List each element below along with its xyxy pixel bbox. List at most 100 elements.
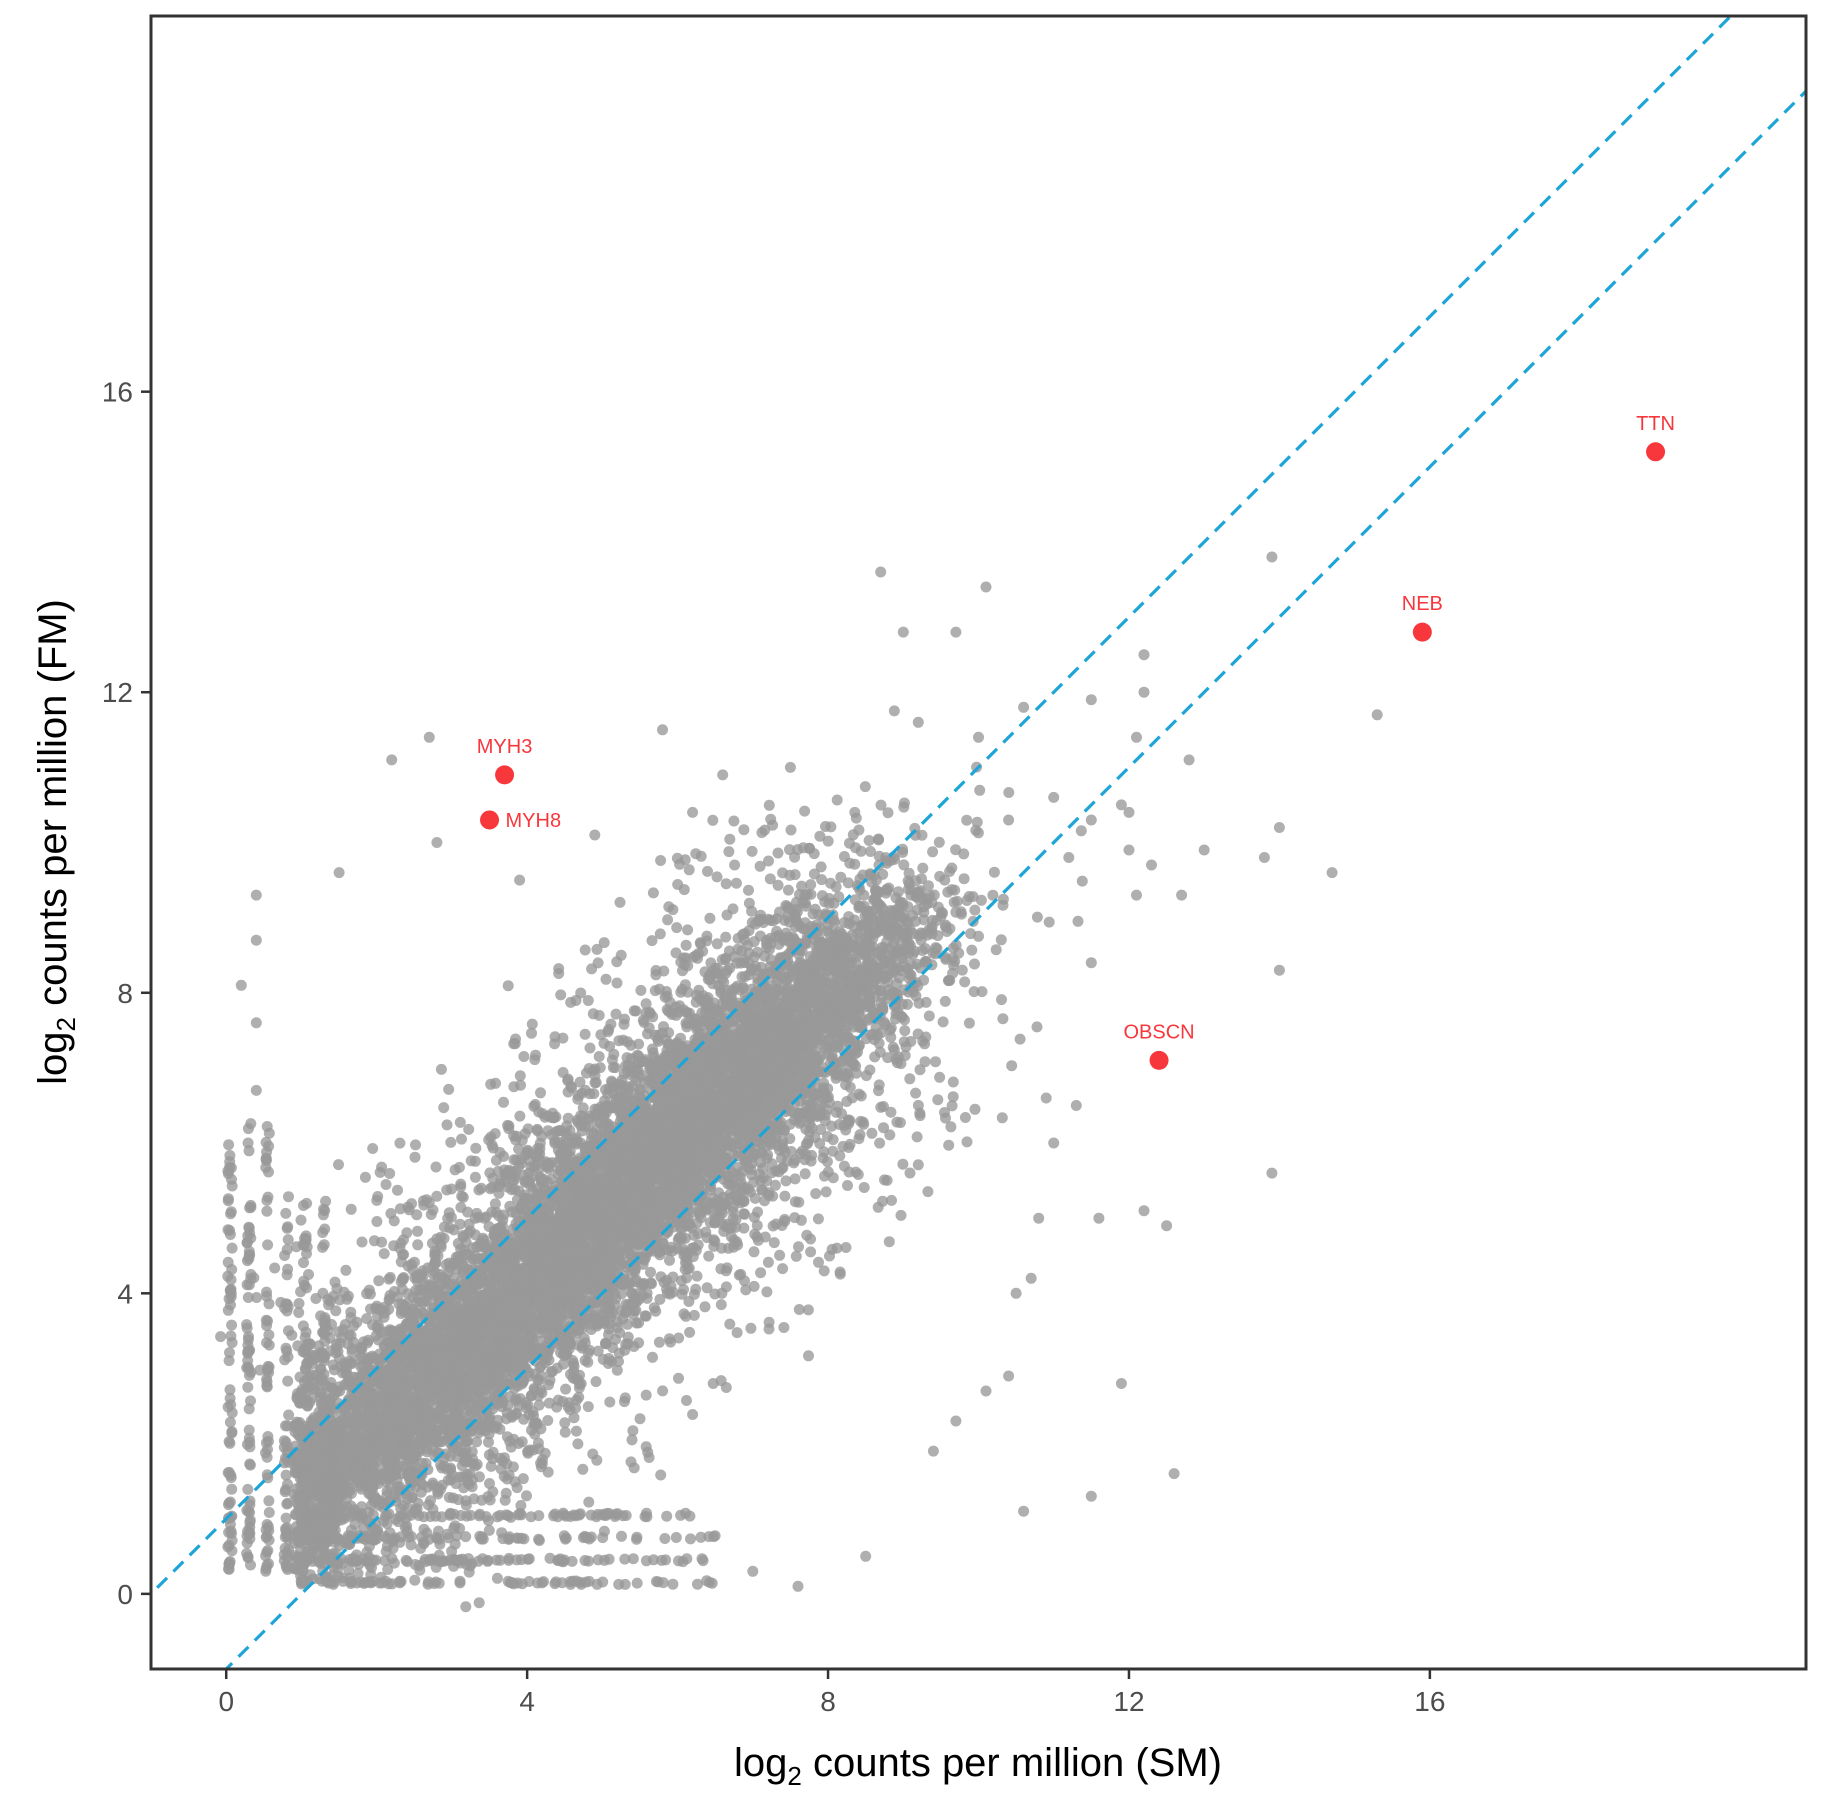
data-point <box>715 1263 727 1275</box>
data-point <box>559 1417 571 1429</box>
data-point <box>676 1275 687 1287</box>
data-point <box>730 877 742 889</box>
data-point <box>484 1494 496 1506</box>
data-point <box>505 1441 517 1453</box>
data-point <box>699 1301 711 1313</box>
data-point <box>384 1168 396 1179</box>
data-point <box>412 1225 423 1237</box>
data-point <box>376 1236 388 1248</box>
data-point <box>958 848 970 860</box>
data-point <box>431 1190 443 1202</box>
data-point <box>582 995 594 1006</box>
data-point <box>543 1379 555 1391</box>
data-point <box>630 1005 642 1017</box>
data-point <box>361 1313 373 1325</box>
data-point <box>891 978 903 990</box>
data-point <box>1003 787 1015 798</box>
data-point <box>522 1446 534 1457</box>
data-point <box>635 984 647 996</box>
data-point <box>591 943 603 955</box>
data-point <box>463 1123 475 1135</box>
data-point <box>381 1485 393 1497</box>
data-point <box>330 1305 342 1317</box>
data-point <box>975 894 987 906</box>
data-point <box>647 1351 658 1363</box>
data-point <box>779 1190 791 1202</box>
data-point <box>1031 911 1043 923</box>
data-point <box>731 1327 743 1339</box>
data-point <box>810 1188 822 1200</box>
data-point <box>454 1116 466 1128</box>
data-point <box>818 1146 830 1158</box>
data-point <box>380 1179 392 1190</box>
data-point <box>593 1051 605 1062</box>
data-point <box>784 869 796 881</box>
data-point <box>473 1184 485 1196</box>
data-point <box>691 1270 703 1282</box>
data-point <box>575 987 587 999</box>
data-point <box>816 874 828 886</box>
data-point <box>729 859 741 871</box>
data-point <box>768 1237 780 1249</box>
data-point <box>769 1179 781 1191</box>
data-point <box>658 1021 669 1033</box>
data-point <box>909 822 921 834</box>
data-point <box>392 1184 403 1196</box>
data-point <box>1006 1060 1018 1072</box>
data-point <box>1075 825 1087 837</box>
data-point <box>922 880 934 892</box>
data-point <box>953 947 965 959</box>
data-point <box>611 977 623 989</box>
data-point <box>822 835 834 847</box>
data-point <box>680 939 692 951</box>
data-point <box>969 904 981 916</box>
data-point <box>703 1250 715 1262</box>
data-point <box>671 922 683 934</box>
data-point <box>646 935 658 947</box>
data-point <box>653 1336 665 1348</box>
data-point <box>956 964 968 976</box>
data-point <box>410 1139 421 1151</box>
data-point <box>409 1574 421 1586</box>
data-point <box>1043 916 1055 928</box>
data-point <box>634 1413 646 1425</box>
data-point <box>498 1096 509 1108</box>
data-point <box>346 1346 358 1358</box>
data-point <box>815 861 827 873</box>
data-point <box>859 781 871 793</box>
data-point <box>667 1271 679 1283</box>
data-point <box>996 994 1007 1006</box>
data-point <box>373 1275 385 1287</box>
data-point <box>897 1158 909 1170</box>
data-point <box>352 1567 364 1579</box>
data-point <box>774 1249 786 1261</box>
data-point <box>825 821 837 833</box>
data-point <box>682 924 694 936</box>
data-point <box>959 1112 971 1123</box>
data-point <box>748 1246 760 1258</box>
data-point <box>456 1190 468 1202</box>
data-point <box>383 1273 395 1285</box>
data-point <box>805 879 817 891</box>
data-point <box>673 1332 685 1344</box>
data-point <box>796 880 808 892</box>
data-point <box>664 1254 675 1266</box>
data-point <box>897 846 909 858</box>
data-point <box>333 1159 344 1171</box>
data-point <box>702 865 713 877</box>
data-point <box>531 1123 543 1135</box>
data-point <box>365 1303 376 1315</box>
data-point <box>961 814 973 826</box>
data-point <box>684 1326 696 1338</box>
data-point <box>732 1162 744 1173</box>
points-layer <box>215 551 1383 1613</box>
data-point <box>406 1492 418 1504</box>
data-point <box>470 1142 482 1154</box>
data-point <box>727 903 739 915</box>
data-point <box>945 1121 957 1133</box>
data-point <box>445 1136 457 1148</box>
data-point <box>974 784 986 796</box>
data-point <box>782 884 794 896</box>
data-point <box>961 895 973 906</box>
data-point <box>614 896 626 908</box>
